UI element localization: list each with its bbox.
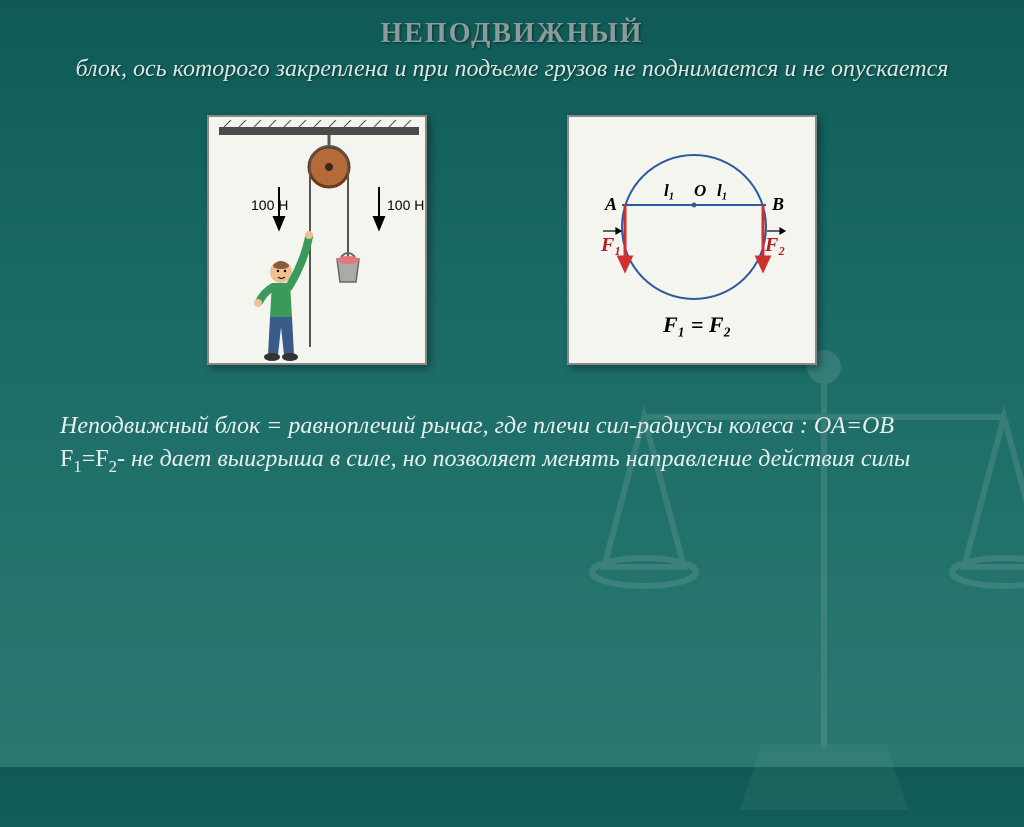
subtitle-definition: блок, ось которого закреплена и при подъ… (0, 50, 1024, 85)
pulley-person-diagram: 100 H 100 H (207, 115, 427, 365)
bucket-icon (337, 253, 359, 282)
label-O: O (694, 181, 706, 200)
right-force-label: 100 H (387, 197, 424, 213)
person-icon (254, 231, 313, 361)
explanation-line1: Неподвижный блок = равноплечий рычаг, гд… (60, 410, 964, 442)
label-A: A (604, 194, 617, 214)
label-F2: F₂ (764, 234, 785, 256)
main-title: НЕПОДВИЖНЫЙ (0, 0, 1024, 50)
label-l1-right: l₁ (717, 181, 728, 200)
left-force-label: 100 H (251, 197, 288, 213)
equation-F1F2: F₁ = F₂ (662, 312, 731, 337)
explanation-text: Неподвижный блок = равноплечий рычаг, гд… (0, 365, 1024, 478)
circle-lever-diagram: A B O l₁ l₁ F₁ F₂ F₁ = F₂ (567, 115, 817, 365)
diagrams-container: 100 H 100 H (0, 115, 1024, 365)
explanation-line2: F1=F2- не дает выигрыша в силе, но позво… (60, 443, 964, 478)
label-l1-left: l₁ (664, 181, 675, 200)
label-B: B (771, 194, 784, 214)
label-F1: F₁ (600, 234, 621, 256)
